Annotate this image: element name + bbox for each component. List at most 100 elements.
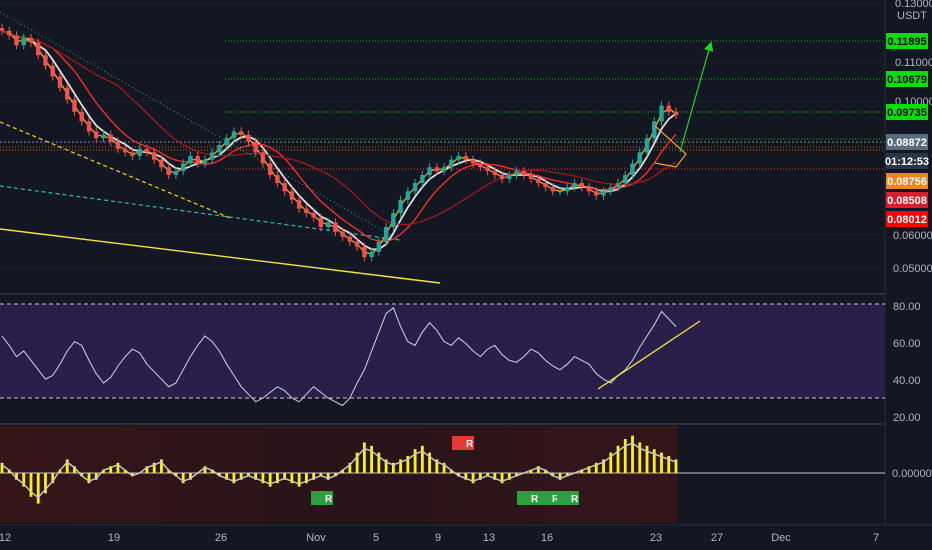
candle-body bbox=[289, 191, 295, 200]
oscillator-bar bbox=[652, 449, 656, 473]
oscillator-bar bbox=[594, 462, 598, 473]
candle-body bbox=[354, 241, 360, 247]
y-tick-label: 0.06000 bbox=[893, 230, 932, 242]
candle-body bbox=[43, 55, 48, 66]
candle-body bbox=[188, 155, 193, 164]
candle-body bbox=[557, 191, 563, 193]
oscillator-bar bbox=[15, 473, 18, 480]
oscillator-bar bbox=[616, 445, 620, 473]
x-tick-label: 12 bbox=[0, 532, 11, 544]
oscillator-bar bbox=[457, 473, 460, 477]
oscillator-bar bbox=[275, 473, 279, 484]
rsi-axis-labels: 80.00 60.00 40.00 20.00 bbox=[893, 301, 921, 424]
oscillator-bar bbox=[109, 466, 113, 473]
candle-body bbox=[72, 99, 77, 112]
x-tick-label: 16 bbox=[541, 532, 553, 544]
oscillator-bar bbox=[420, 445, 424, 473]
candle-body bbox=[209, 152, 215, 160]
oscillator-bar bbox=[645, 445, 649, 473]
candle-body bbox=[282, 183, 287, 192]
candle-body bbox=[507, 175, 512, 180]
signal-badge bbox=[538, 491, 560, 505]
ma-badge bbox=[886, 173, 928, 189]
time-axis[interactable]: 12 19 26 Nov 5 9 13 16 23 27 Dec 7 bbox=[0, 532, 879, 544]
candle-body bbox=[470, 159, 476, 164]
oscillator-bar bbox=[44, 473, 47, 494]
candle-body bbox=[463, 155, 469, 160]
rsi-line bbox=[1, 306, 677, 407]
svg-text:01:12:53: 01:12:53 bbox=[885, 156, 929, 168]
oscillator-bar bbox=[36, 473, 40, 504]
oscillator-bar bbox=[210, 469, 214, 473]
oscillator-bar bbox=[312, 473, 316, 480]
candles bbox=[0, 23, 679, 262]
oscillator-bar bbox=[464, 473, 468, 480]
oscillator-bar bbox=[341, 469, 345, 473]
rsi-pane[interactable] bbox=[0, 303, 885, 407]
candle-body bbox=[0, 28, 5, 31]
oscillator-bar bbox=[22, 473, 26, 487]
countdown-badge bbox=[886, 153, 928, 169]
x-tick-label: 9 bbox=[435, 532, 441, 544]
oscillator-bar bbox=[638, 442, 642, 473]
svg-text:0.08012: 0.08012 bbox=[887, 214, 927, 226]
candle-body bbox=[608, 187, 613, 192]
svg-text:R: R bbox=[466, 439, 474, 450]
oscillator-bar bbox=[435, 459, 439, 473]
candle-body bbox=[14, 35, 19, 46]
candle-body bbox=[637, 152, 642, 164]
oscillator-bar bbox=[247, 473, 250, 477]
candle-body bbox=[492, 171, 498, 176]
moving-average-line bbox=[1, 30, 677, 226]
candle-body bbox=[57, 76, 63, 88]
ma-badge bbox=[886, 192, 928, 208]
candle-body bbox=[456, 155, 461, 160]
candle-body bbox=[536, 179, 541, 184]
candle-body bbox=[362, 246, 367, 258]
pane-divider-2[interactable] bbox=[0, 423, 885, 425]
candle-body bbox=[615, 183, 621, 188]
pane-divider-1[interactable] bbox=[0, 293, 885, 295]
oscillator-bar bbox=[160, 459, 163, 473]
oscillator-bar bbox=[268, 473, 272, 487]
oscillator-bar bbox=[297, 473, 301, 487]
x-tick-label: 26 bbox=[215, 532, 227, 544]
rsi-band bbox=[0, 304, 885, 398]
oscillator-bar bbox=[131, 473, 134, 477]
oscillator-bar bbox=[507, 473, 511, 480]
signal-badge bbox=[452, 436, 474, 450]
oscillator-bar bbox=[406, 456, 410, 473]
level-badge bbox=[886, 104, 928, 120]
candle-body bbox=[166, 167, 171, 176]
oscillator-bar bbox=[225, 473, 229, 480]
candle-body bbox=[101, 134, 106, 139]
x-tick-label: 19 bbox=[108, 532, 120, 544]
candle-body bbox=[673, 111, 679, 115]
oscillator-bar bbox=[319, 473, 323, 477]
oscillator-bar bbox=[399, 459, 403, 473]
oscillator-bar bbox=[428, 452, 431, 473]
oscillator-bar bbox=[609, 452, 613, 473]
oscillator-bar bbox=[587, 466, 591, 473]
last-price-badge bbox=[886, 134, 928, 150]
oscillator-bar bbox=[565, 473, 569, 477]
oscillator-pane[interactable]: R R R R R bbox=[0, 426, 885, 523]
candle-body bbox=[376, 241, 382, 252]
oscillator-axis-labels: 0.00000 bbox=[892, 468, 932, 480]
candle-body bbox=[594, 191, 599, 196]
x-tick-label: 23 bbox=[650, 532, 662, 544]
price-pane[interactable] bbox=[0, 3, 885, 284]
oscillator-bar bbox=[261, 473, 265, 484]
oscillator-bar bbox=[145, 466, 149, 473]
candle-body bbox=[318, 217, 324, 227]
oscillator-bar bbox=[413, 449, 417, 473]
signal-badge bbox=[557, 491, 579, 505]
price-axis[interactable] bbox=[885, 0, 932, 525]
candle-body bbox=[115, 141, 121, 149]
candle-body bbox=[130, 152, 135, 156]
trendline-support bbox=[0, 228, 441, 284]
signal-badge bbox=[311, 491, 333, 505]
svg-text:R: R bbox=[531, 494, 539, 505]
svg-text:0.11895: 0.11895 bbox=[887, 36, 926, 48]
